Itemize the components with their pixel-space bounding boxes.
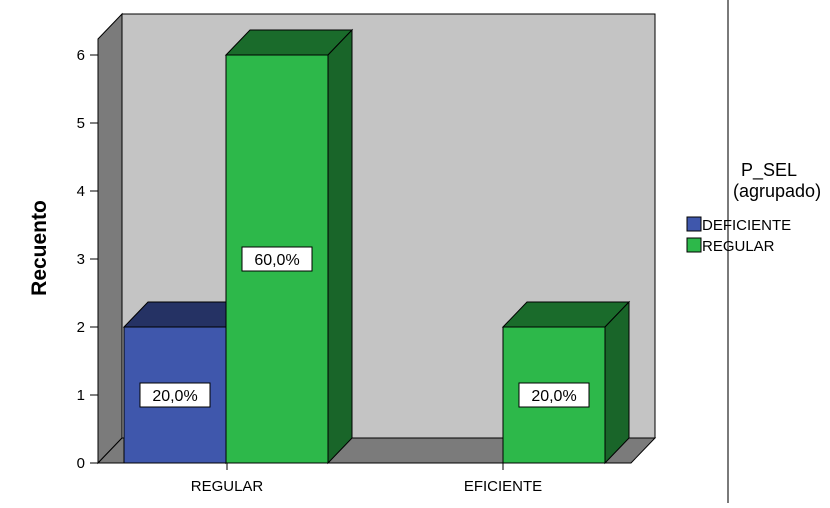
y-tick-label: 6 (77, 47, 85, 64)
bar: 60,0% (224, 28, 354, 465)
legend-label: REGULAR (702, 238, 775, 255)
y-ticks: 0 1 2 3 4 5 6 (77, 47, 98, 472)
data-label-box (139, 382, 211, 408)
bars: 20,0% 60,0% 20,0% (122, 28, 631, 465)
y-tick-label: 1 (77, 387, 85, 404)
legend-label: DEFICIENTE (702, 217, 791, 234)
legend-swatch (686, 237, 702, 253)
y-tick-label: 4 (77, 183, 85, 200)
legend-items: DEFICIENTE REGULAR (686, 216, 791, 255)
y-axis-label: Recuento (28, 200, 51, 296)
x-tick-label: REGULAR (191, 478, 264, 495)
y-tick-label: 3 (77, 251, 85, 268)
legend: P_SEL (agrupado) DEFICIENTE REGULAR (686, 160, 821, 255)
data-label: 60,0% (254, 252, 299, 269)
bar: 20,0% (501, 300, 631, 465)
bar-side (327, 28, 353, 465)
side-wall (97, 12, 123, 465)
y-tick-label: 0 (77, 455, 85, 472)
y-tick-label: 2 (77, 319, 85, 336)
y-tick-label: 5 (77, 115, 85, 132)
legend-title-line2: (agrupado) (733, 181, 821, 201)
data-label: 20,0% (531, 388, 576, 405)
data-label-box (518, 382, 590, 408)
x-tick-label: EFICIENTE (464, 478, 542, 495)
bar-side (604, 300, 630, 465)
data-label-box (241, 246, 313, 272)
data-label: 20,0% (152, 388, 197, 405)
x-labels: REGULAR EFICIENTE (191, 463, 542, 495)
legend-swatch (686, 216, 702, 232)
legend-title-line1: P_SEL (741, 160, 797, 181)
